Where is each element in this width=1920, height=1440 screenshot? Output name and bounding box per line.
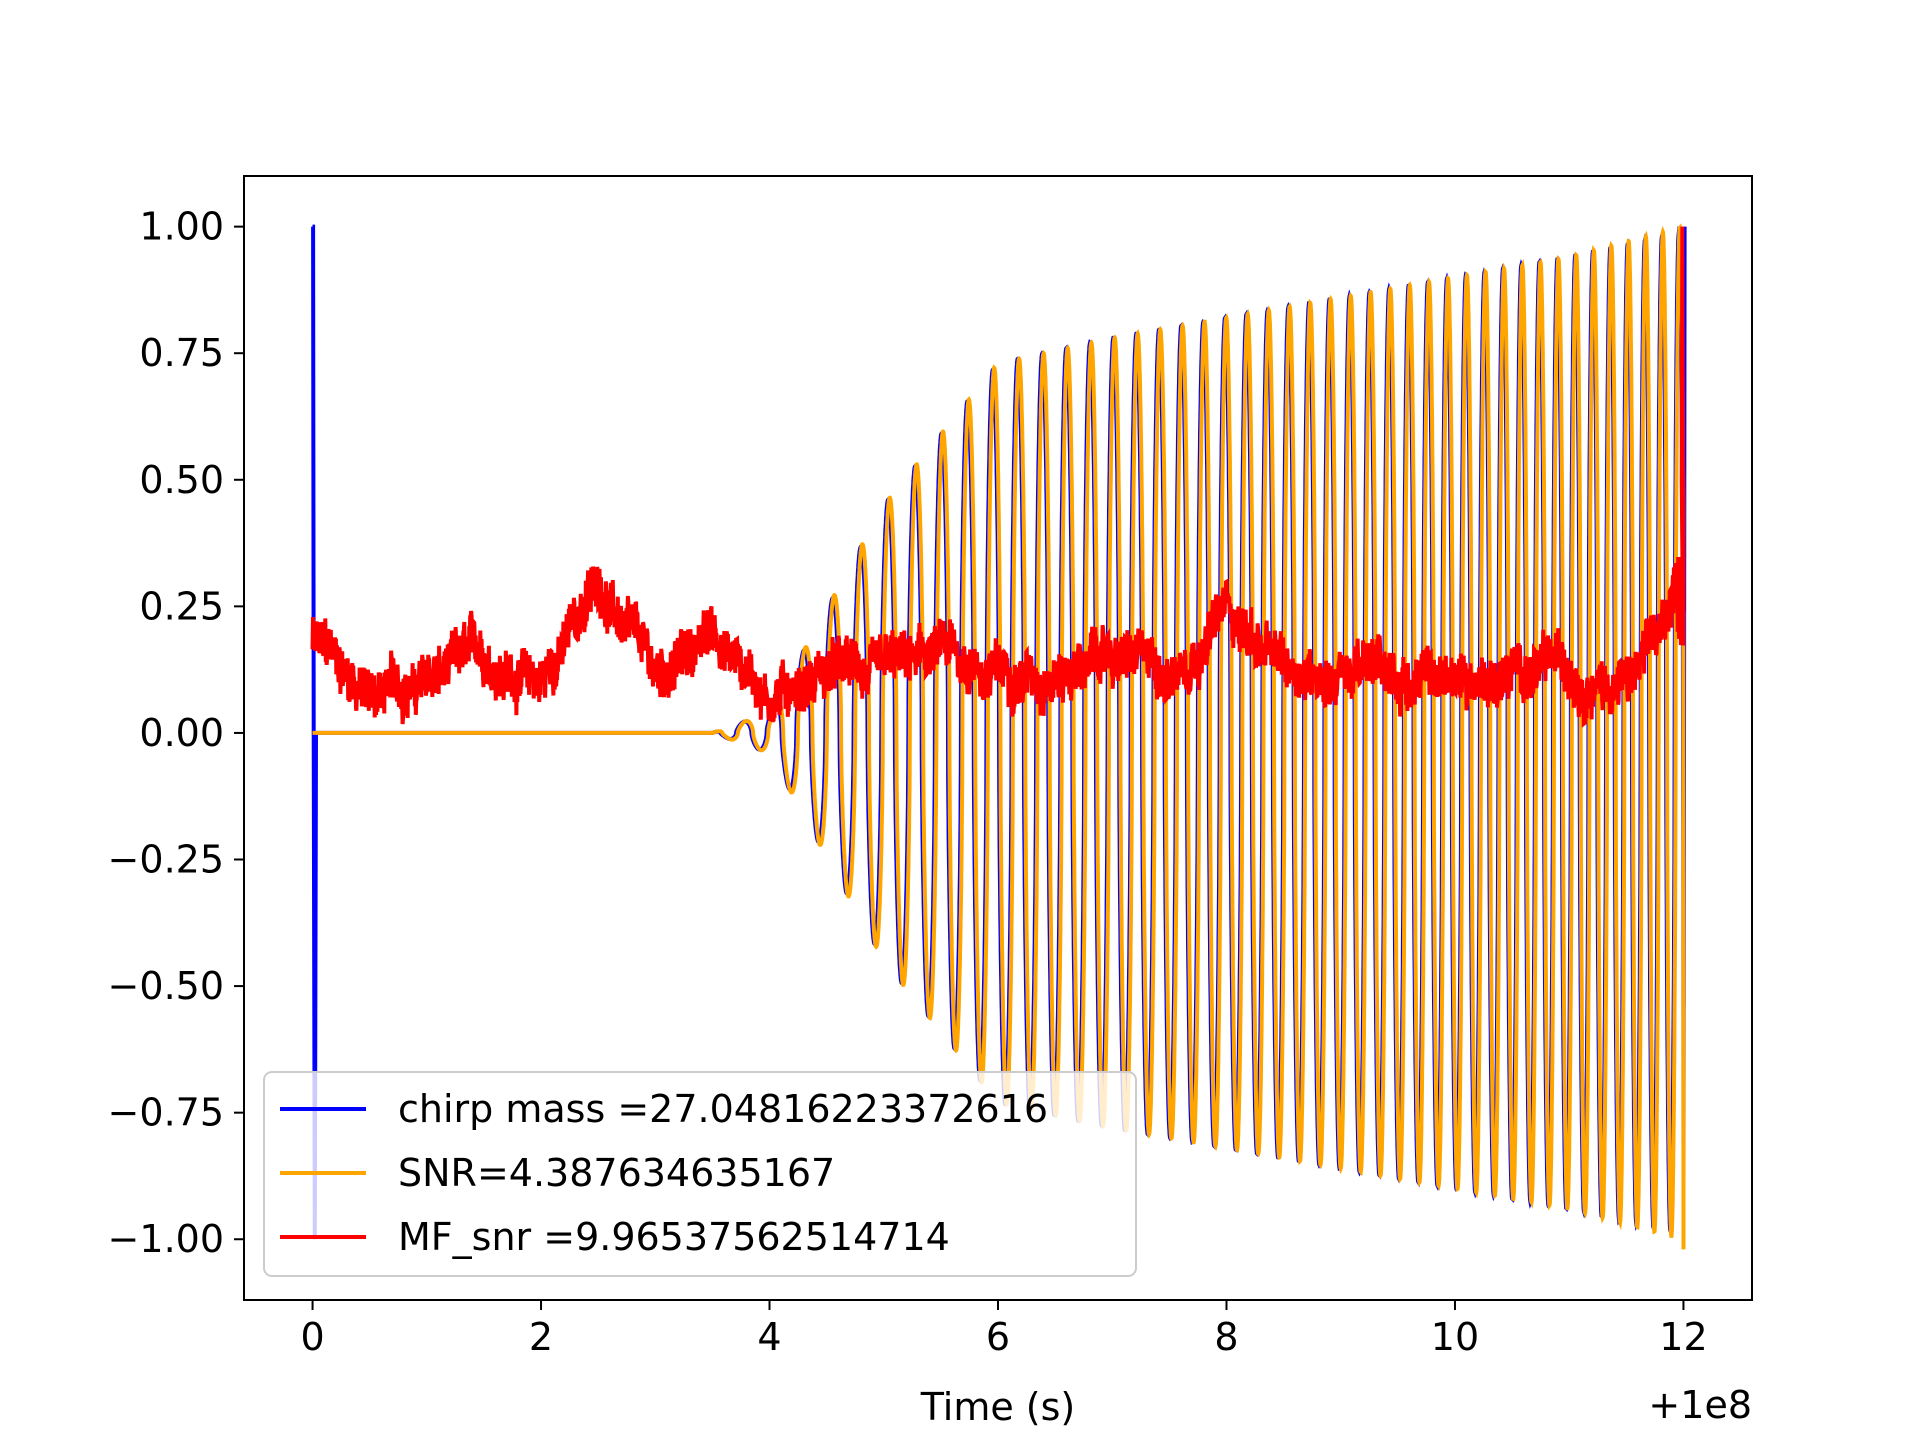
y-tick-label: −1.00 bbox=[108, 1217, 224, 1261]
y-tick-label: 0.75 bbox=[139, 331, 224, 375]
series-line-mf-snr bbox=[310, 226, 1686, 728]
y-tick-label: −0.25 bbox=[108, 838, 224, 882]
y-axis: 1.00 0.75 0.50 0.25 0.00 −0.25 −0.50 −0.75 −1.00 bbox=[108, 205, 244, 1261]
x-tick-label: 10 bbox=[1431, 1315, 1479, 1359]
y-tick-label: 0.25 bbox=[139, 584, 224, 628]
x-tick-label: 6 bbox=[986, 1315, 1010, 1359]
x-tick-label: 8 bbox=[1214, 1315, 1238, 1359]
series-layer bbox=[310, 223, 1687, 1250]
x-tick-label: 0 bbox=[300, 1315, 324, 1359]
x-tick-label: 4 bbox=[757, 1315, 781, 1359]
legend-label: SNR=4.387634635167 bbox=[398, 1151, 835, 1195]
series-line-snr bbox=[312, 223, 1686, 1250]
y-tick-label: 0.00 bbox=[139, 711, 224, 755]
y-tick-label: −0.75 bbox=[108, 1091, 224, 1135]
legend-box bbox=[263, 1071, 1137, 1277]
x-axis: 0 2 4 6 8 10 12 bbox=[300, 1300, 1708, 1359]
legend: chirp mass =27.04816223372616 SNR=4.38763… bbox=[263, 1071, 1137, 1277]
y-tick-label: 0.50 bbox=[139, 458, 224, 502]
legend-label: chirp mass =27.04816223372616 bbox=[398, 1087, 1048, 1131]
x-axis-label: Time (s) bbox=[920, 1385, 1076, 1429]
y-tick-label: 1.00 bbox=[139, 205, 224, 249]
legend-label: MF_snr =9.96537562514714 bbox=[398, 1215, 950, 1259]
x-axis-offset-label: +1e8 bbox=[1648, 1383, 1752, 1427]
y-tick-label: −0.50 bbox=[108, 964, 224, 1008]
x-tick-label: 12 bbox=[1659, 1315, 1707, 1359]
x-tick-label: 2 bbox=[529, 1315, 553, 1359]
